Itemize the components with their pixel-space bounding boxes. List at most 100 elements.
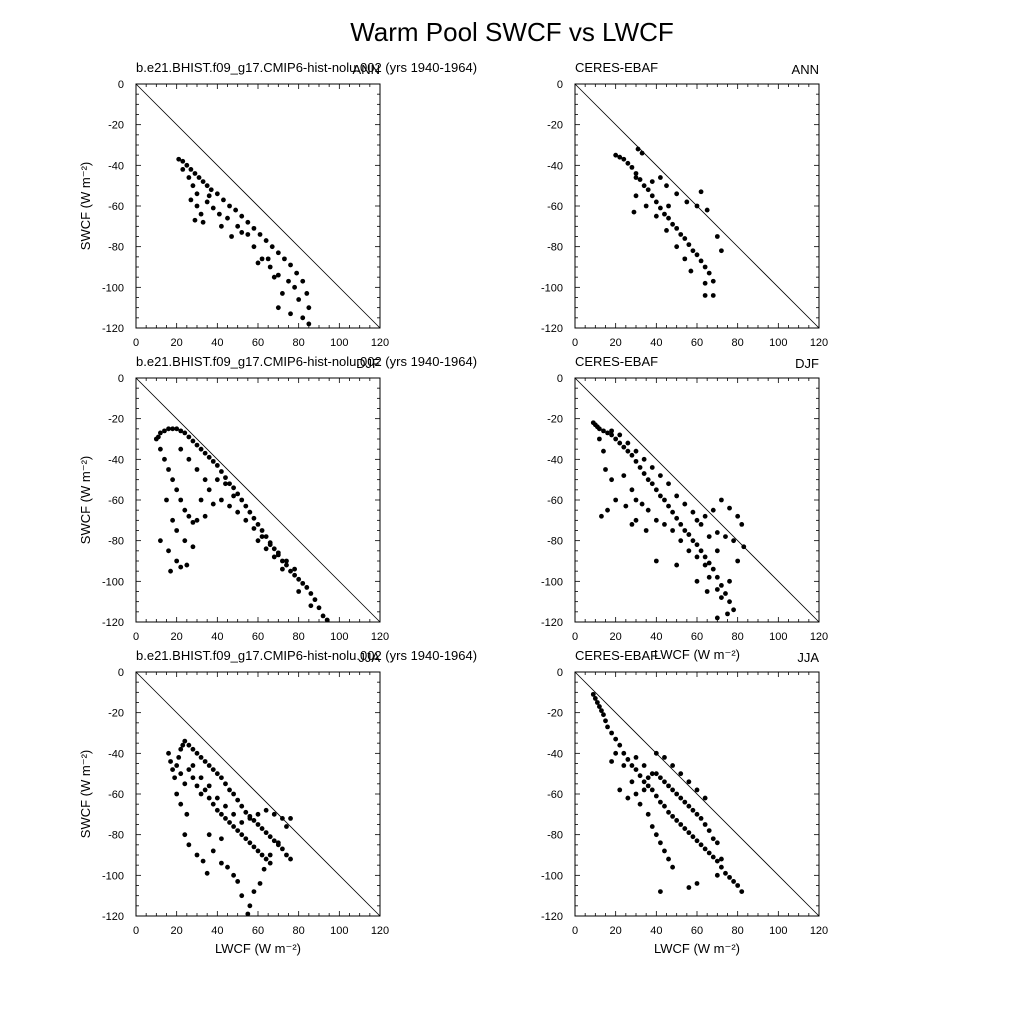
data-point [601, 448, 606, 454]
data-point [204, 199, 210, 205]
data-point [219, 836, 224, 842]
data-point [186, 767, 192, 772]
x-tick-label: 100 [769, 337, 787, 349]
data-point [727, 599, 732, 605]
scatter-points [590, 420, 747, 621]
data-point [653, 487, 659, 493]
data-point [166, 426, 171, 432]
data-point [206, 763, 212, 768]
data-point [670, 509, 675, 515]
data-point [670, 813, 675, 819]
reference-line [135, 83, 381, 329]
y-tick-label: -120 [102, 617, 124, 629]
y-tick-label: -40 [108, 748, 124, 760]
data-point [653, 771, 659, 777]
data-point [649, 787, 655, 793]
data-point [221, 197, 226, 203]
data-point [200, 179, 206, 185]
data-point [706, 850, 712, 856]
data-point [255, 848, 261, 854]
data-point [176, 156, 182, 162]
data-point [255, 260, 261, 266]
data-point [192, 217, 198, 223]
data-point [686, 242, 692, 248]
data-point [609, 730, 614, 736]
y-tick-label: -80 [547, 242, 563, 254]
data-point [658, 840, 663, 846]
data-point [194, 442, 200, 448]
data-point [275, 305, 281, 311]
data-point [288, 568, 293, 574]
data-point [286, 278, 291, 284]
data-point [690, 538, 696, 544]
data-point [158, 430, 163, 436]
data-point [666, 203, 671, 209]
data-point [674, 562, 680, 568]
data-point [233, 207, 239, 213]
data-point [214, 477, 220, 483]
x-tick-label: 120 [371, 631, 389, 643]
y-tick-label: -100 [102, 282, 124, 294]
data-point [204, 870, 210, 876]
data-point [633, 448, 639, 454]
data-point [194, 852, 200, 858]
data-point [597, 436, 602, 442]
data-point [271, 274, 277, 280]
data-point [694, 881, 700, 886]
data-point [188, 167, 194, 172]
data-point [259, 852, 265, 858]
data-point [294, 270, 300, 276]
data-point [239, 832, 245, 838]
data-point [206, 454, 212, 460]
data-point [267, 860, 273, 866]
data-point [684, 199, 690, 205]
data-point [223, 475, 228, 481]
data-point [231, 791, 237, 797]
data-point [658, 493, 663, 499]
data-point [235, 491, 241, 497]
data-point [662, 211, 667, 217]
data-point [653, 793, 659, 799]
data-point [194, 783, 200, 789]
data-point [666, 481, 671, 487]
data-point [714, 548, 720, 554]
y-axis-label: SWCF (W m⁻²) [78, 162, 93, 250]
x-tick-label: 80 [732, 631, 744, 643]
x-tick-label: 20 [610, 337, 622, 349]
panel-4: 0 20 40 60 80 100 120 0 -20 -40 -60 -80 -100 -120 CERE… [541, 354, 828, 662]
data-point [635, 146, 641, 152]
data-point [725, 611, 730, 617]
data-point [623, 503, 629, 509]
data-point [633, 171, 639, 176]
data-point [702, 513, 708, 519]
data-point [210, 767, 216, 772]
data-point [194, 517, 200, 523]
data-point [288, 262, 293, 268]
y-tick-label: -60 [547, 789, 563, 801]
data-point [280, 816, 285, 821]
data-point [599, 708, 604, 714]
data-point [621, 763, 627, 768]
data-point [214, 807, 220, 813]
data-point [674, 791, 680, 797]
data-point [239, 803, 245, 809]
y-tick-label: -120 [541, 617, 563, 629]
data-point [182, 507, 188, 513]
data-point [275, 272, 281, 278]
data-point [735, 883, 741, 888]
data-point [225, 215, 230, 221]
data-point [641, 787, 647, 793]
y-tick-label: -100 [102, 870, 124, 882]
data-point [184, 811, 190, 817]
data-point [714, 530, 720, 535]
data-point [694, 517, 700, 523]
data-point [714, 872, 720, 878]
data-point [255, 538, 261, 544]
data-point [271, 554, 277, 560]
data-point [723, 534, 728, 539]
data-point [202, 759, 208, 764]
data-point [180, 167, 186, 172]
data-point [670, 864, 675, 870]
data-point [629, 452, 635, 458]
data-point [621, 473, 627, 478]
